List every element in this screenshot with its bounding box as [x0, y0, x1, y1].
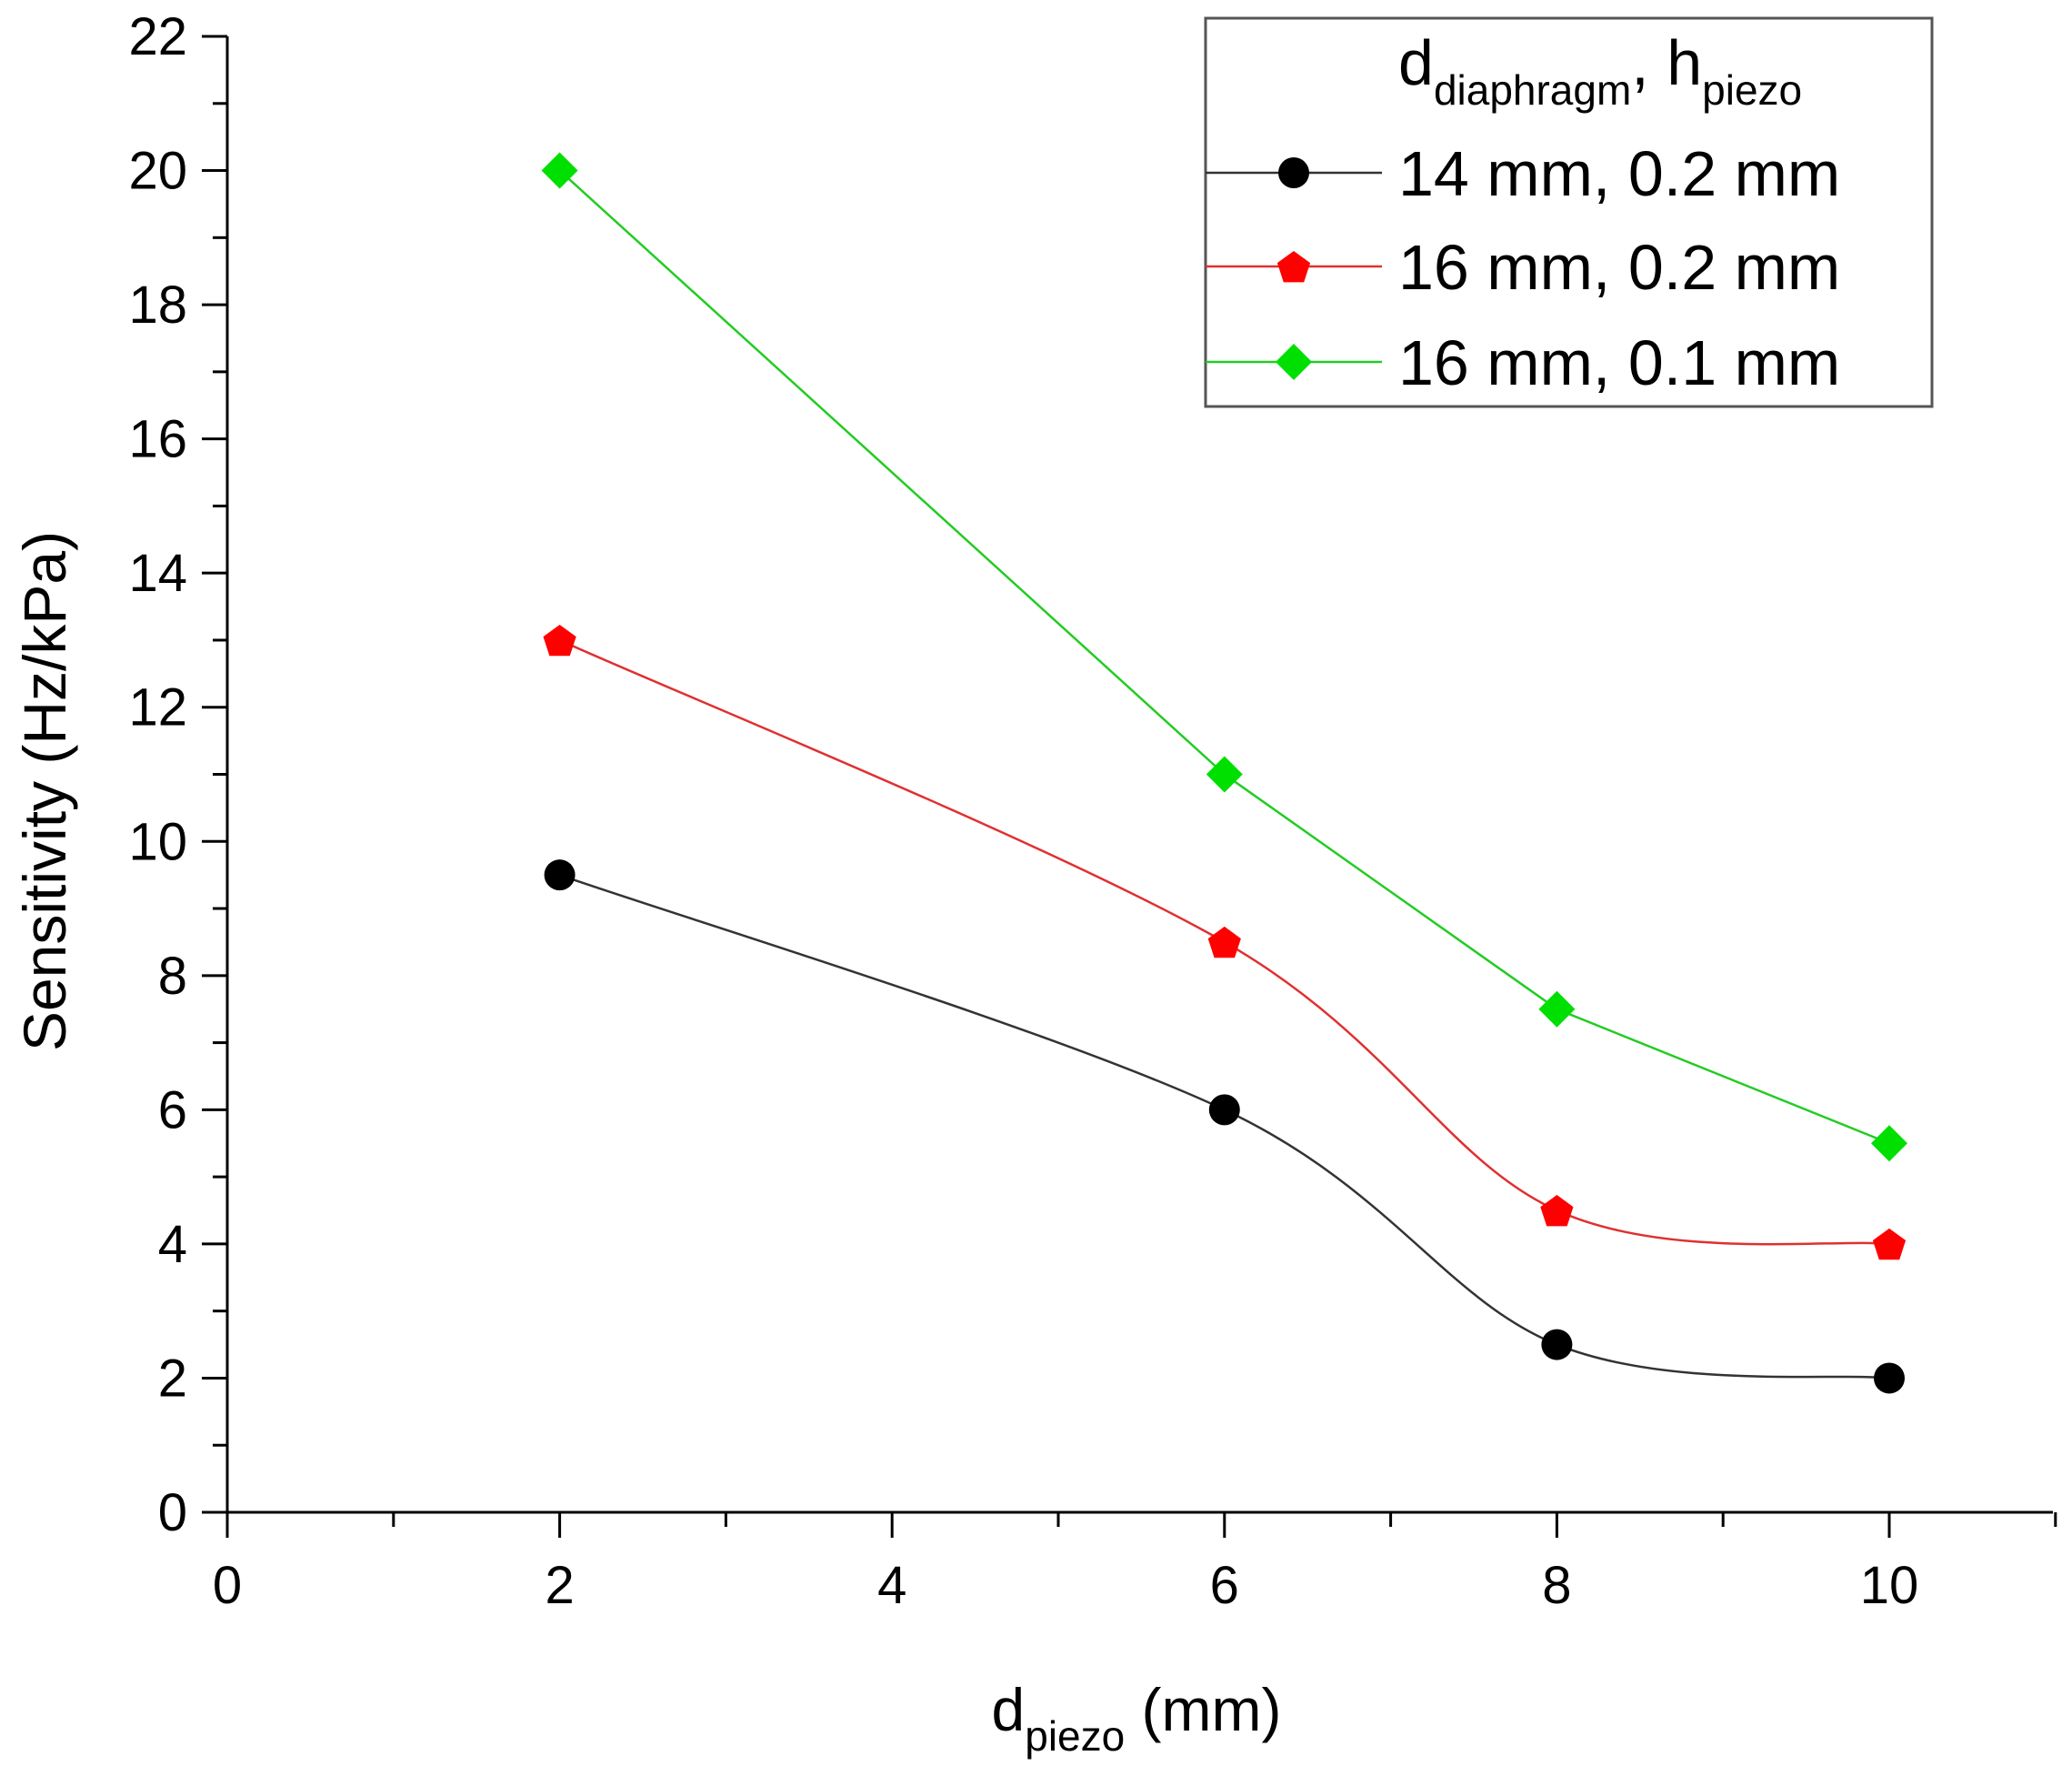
legend-entry: 16 mm, 0.2 mm [1206, 232, 1840, 303]
y-tick-label: 22 [128, 7, 187, 66]
legend-label: 16 mm, 0.2 mm [1398, 232, 1840, 303]
data-point [1540, 1195, 1574, 1227]
x-tick-label: 4 [877, 1556, 906, 1615]
data-point [1874, 1362, 1905, 1394]
series-line [559, 873, 1890, 1380]
y-tick-label: 8 [158, 947, 187, 1006]
x-tick-label: 8 [1542, 1556, 1571, 1615]
y-tick-label: 0 [158, 1483, 187, 1542]
legend-label: 14 mm, 0.2 mm [1398, 138, 1840, 209]
x-axis-title-main: d [992, 1676, 1026, 1743]
legend-entry: 16 mm, 0.1 mm [1206, 327, 1840, 398]
series-line [558, 169, 1890, 1145]
legend-title-d-sub: diaphragm [1434, 66, 1631, 114]
legend-title-h-sub: piezo [1702, 66, 1802, 114]
legend-entries: 14 mm, 0.2 mm 16 mm, 0.2 mm 16 mm, 0.1 mm [1206, 138, 1840, 398]
x-tick-label: 6 [1210, 1556, 1239, 1615]
series-1 [544, 859, 1905, 1394]
y-tick-label: 6 [158, 1080, 187, 1139]
y-tick-label: 10 [128, 812, 187, 871]
legend-label: 16 mm, 0.1 mm [1398, 327, 1840, 398]
data-point [1871, 1125, 1907, 1162]
legend-title-h: h [1667, 27, 1702, 98]
series-2 [543, 625, 1907, 1260]
y-tick-label: 14 [128, 544, 187, 603]
y-tick-label: 18 [128, 276, 187, 335]
data-point [1207, 926, 1241, 958]
data-point [1206, 756, 1243, 793]
x-tick-label: 2 [545, 1556, 574, 1615]
legend-entry: 14 mm, 0.2 mm [1206, 138, 1840, 209]
y-tick-label: 16 [128, 410, 187, 469]
legend-marker [1276, 251, 1311, 283]
y-axis-title: Sensitivity (Hz/kPa) [11, 531, 78, 1051]
legend-frame [1204, 16, 1934, 408]
y-tick-label: 12 [128, 678, 187, 737]
x-axis-title-sub: piezo [1025, 1712, 1125, 1760]
legend-title-d: d [1398, 27, 1434, 98]
data-point [1541, 1329, 1573, 1360]
x-axis-title-unit: (mm) [1125, 1676, 1281, 1743]
series-3 [541, 152, 1907, 1162]
y-tick-label: 20 [128, 142, 187, 201]
x-tick-label: 0 [213, 1556, 242, 1615]
data-point [1538, 990, 1576, 1028]
legend: ddiaphragm, hpiezo 14 mm, 0.2 mm 16 mm, 0… [1204, 16, 1934, 408]
x-axis-title: dpiezo (mm) [992, 1676, 1282, 1760]
legend-title-sep: , [1631, 27, 1667, 98]
x-tick-label: 10 [1860, 1556, 1919, 1615]
axes: 0 2 4 6 8 10 12 14 16 18 20 22 0 2 4 6 8 10 [128, 7, 2057, 1615]
data-point [541, 152, 578, 189]
data-point [544, 859, 576, 891]
legend-marker [1276, 344, 1312, 380]
series-layer [541, 152, 1907, 1394]
data-point [1872, 1228, 1907, 1260]
y-tick-label: 4 [158, 1215, 187, 1274]
series-line [559, 638, 1890, 1246]
y-tick-label: 2 [158, 1349, 187, 1408]
data-point [543, 625, 576, 657]
legend-marker [1278, 157, 1309, 188]
legend-title: ddiaphragm, hpiezo [1398, 27, 1802, 114]
data-point [1208, 1094, 1240, 1126]
